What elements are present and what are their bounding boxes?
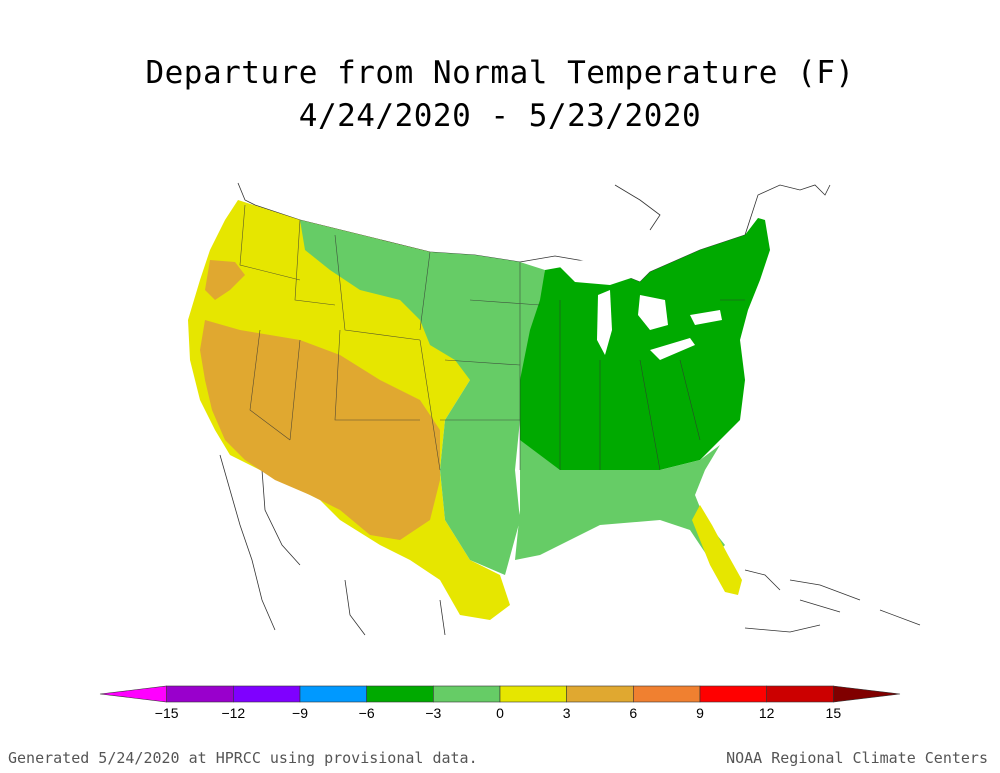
legend-tick-label: −15 xyxy=(155,705,179,721)
legend-tick-label: 9 xyxy=(696,705,704,721)
legend-swatch xyxy=(299,685,367,703)
mexico-outline xyxy=(219,454,446,636)
map-title: Departure from Normal Temperature (F) xyxy=(145,55,855,91)
caribbean-outline xyxy=(744,569,921,633)
legend-swatch xyxy=(633,685,701,703)
legend-tick-label: 3 xyxy=(563,705,571,721)
legend-swatch xyxy=(433,685,501,703)
legend-tick-label: 12 xyxy=(759,705,775,721)
lake-erie xyxy=(650,338,695,360)
lake-huron xyxy=(638,295,668,330)
legend-ticks: −15 −12 −9 −6 −3 0 3 6 9 12 15 xyxy=(155,705,842,721)
region-southwest xyxy=(200,320,440,540)
legend-swatch xyxy=(833,685,901,703)
legend-tick-label: 0 xyxy=(496,705,504,721)
legend-tick-label: −12 xyxy=(221,705,245,721)
legend-tick-label: 6 xyxy=(629,705,637,721)
region-florida xyxy=(692,505,742,595)
lake-ontario xyxy=(690,310,722,325)
generated-note: Generated 5/24/2020 at HPRCC using provi… xyxy=(8,749,478,767)
legend-swatch xyxy=(766,685,834,703)
legend-swatch xyxy=(566,685,634,703)
legend-swatch xyxy=(699,685,767,703)
region-southeast xyxy=(515,440,725,560)
map-date-range: 4/24/2020 - 5/23/2020 xyxy=(298,98,702,134)
state-borders xyxy=(239,204,745,471)
legend-tick-label: −9 xyxy=(292,705,308,721)
lake-superior xyxy=(555,260,640,285)
region-pacific-coast xyxy=(205,260,245,300)
conus-shading xyxy=(188,200,770,620)
legend-swatch xyxy=(99,685,167,703)
legend-tick-label: 15 xyxy=(826,705,842,721)
source-credit: NOAA Regional Climate Centers xyxy=(726,749,988,767)
legend-tick-label: −6 xyxy=(359,705,375,721)
legend-swatch xyxy=(233,685,301,703)
legend-swatch xyxy=(366,685,434,703)
legend-tick-label: −3 xyxy=(425,705,441,721)
legend-bar xyxy=(99,685,901,703)
legend-swatch xyxy=(166,685,234,703)
region-northern-plains xyxy=(300,220,545,575)
lake-michigan xyxy=(597,290,612,355)
legend-swatch xyxy=(499,685,567,703)
